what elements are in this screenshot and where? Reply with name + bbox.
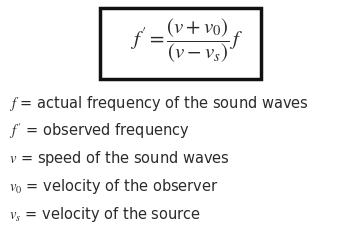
Text: $f$ = actual frequency of the sound waves: $f$ = actual frequency of the sound wave…: [9, 93, 309, 112]
Bar: [100, 9, 261, 80]
Text: $f' = \dfrac{(v + v_0)}{(v - v_s)}\,f$: $f' = \dfrac{(v + v_0)}{(v - v_s)}\,f$: [131, 16, 244, 64]
Text: $f'$ = observed frequency: $f'$ = observed frequency: [9, 121, 190, 140]
Text: $v_s$ = velocity of the source: $v_s$ = velocity of the source: [9, 204, 201, 223]
Text: $v$ = speed of the sound waves: $v$ = speed of the sound waves: [9, 149, 230, 168]
Text: $v_0$ = velocity of the observer: $v_0$ = velocity of the observer: [9, 176, 218, 195]
